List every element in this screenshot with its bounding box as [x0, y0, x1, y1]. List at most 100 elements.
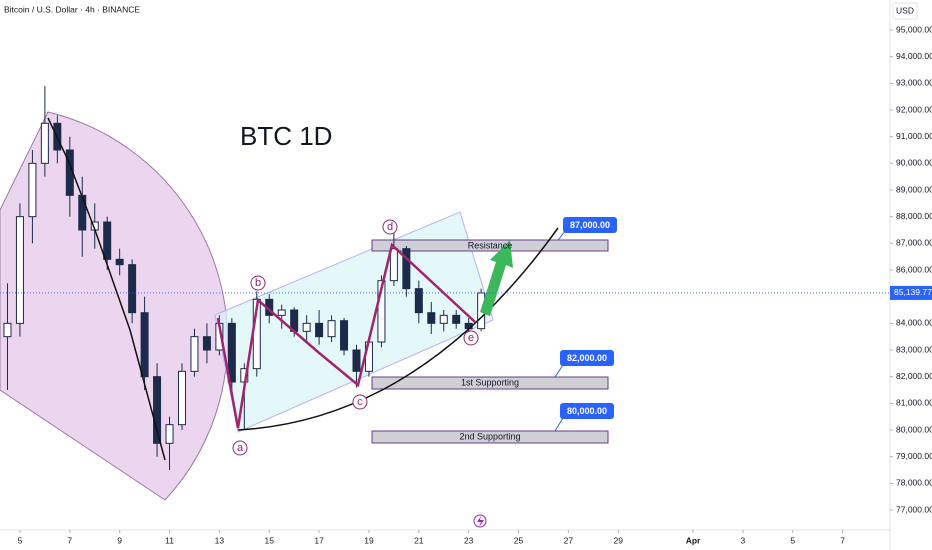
y-tick-label: 84,000.00	[896, 318, 932, 328]
candle-body	[302, 322, 311, 332]
point-marker	[232, 440, 248, 456]
x-tick-label: 23	[464, 535, 474, 545]
chart-title: BTC 1D	[240, 121, 332, 151]
currency: USD	[896, 5, 914, 15]
x-tick-label: 27	[564, 535, 574, 545]
x-tick-label: 9	[117, 535, 122, 545]
x-tick-label: 11	[165, 535, 174, 545]
point-marker	[463, 330, 479, 346]
point-marker	[352, 394, 368, 410]
y-tick-label: 81,000.00	[896, 398, 932, 408]
x-tick-label: 5	[790, 535, 795, 545]
candles	[3, 86, 486, 470]
y-tick-label: 87,000.00	[896, 238, 932, 248]
x-tick-label: 25	[514, 535, 524, 545]
candle-body	[28, 162, 37, 218]
y-tick-label: 92,000.00	[896, 104, 932, 114]
x-tick-label: 3	[741, 535, 746, 545]
point-label: e	[468, 332, 474, 344]
candle-body	[103, 221, 112, 260]
callout-pointer	[554, 417, 564, 432]
y-tick-label: 77,000.00	[896, 504, 932, 514]
y-tick-label: 94,000.00	[896, 51, 932, 61]
candle-body	[327, 320, 336, 338]
candle-body	[352, 349, 361, 372]
y-tick-label: 80,000.00	[896, 424, 932, 434]
callout	[560, 350, 614, 366]
candle-body	[402, 248, 411, 290]
zone-label: 2nd Supporting	[459, 431, 520, 441]
callout-label: 80,000.00	[567, 406, 607, 416]
candle-body	[202, 336, 211, 351]
candle-body	[115, 258, 124, 266]
x-tick-label: Apr	[686, 535, 701, 545]
y-tick-label: 88,000.00	[896, 211, 932, 221]
candle-body	[377, 280, 386, 343]
x-tick-label: 19	[364, 535, 374, 545]
zigzag	[216, 242, 476, 429]
point-label: b	[255, 277, 261, 289]
candle-body	[340, 320, 349, 351]
y-tick-label: 91,000.00	[896, 131, 932, 141]
header: Bitcoin / U.S. Dollar · 4h · BINANCE	[4, 4, 140, 14]
zone-label: Resistance	[468, 240, 513, 250]
candle-body	[128, 264, 137, 314]
candle-body	[227, 322, 236, 383]
event-icon-bolt	[477, 516, 484, 527]
x-tick-label: 13	[215, 535, 225, 545]
candle-body	[165, 424, 174, 444]
point-label: d	[387, 221, 393, 233]
callouts: 87,000.00 82,000.00 80,000.00	[554, 217, 617, 432]
y-tick-label: 83,000.00	[896, 344, 932, 354]
candle-body	[15, 216, 24, 324]
currency-box[interactable]	[892, 2, 918, 20]
y-tick-label: 89,000.00	[896, 184, 932, 194]
x-tick-label: 7	[840, 535, 845, 545]
candle-body	[277, 309, 286, 316]
candle-body	[427, 312, 436, 324]
candle-body	[40, 122, 49, 164]
candle-body	[315, 322, 324, 338]
y-tick-label: 79,000.00	[896, 451, 932, 461]
x-tick-label: 29	[614, 535, 624, 545]
fan-shape	[0, 111, 229, 501]
point-marker	[250, 275, 266, 291]
x-tick-label: 5	[18, 535, 23, 545]
resistance-zone	[371, 239, 609, 252]
callout	[560, 403, 614, 419]
x-tick-label: 15	[265, 535, 275, 545]
candle-body	[3, 322, 12, 338]
support-zone	[371, 376, 609, 390]
trend-line	[47, 117, 166, 461]
x-tick-label: 7	[67, 535, 72, 545]
callout-pointer	[554, 364, 564, 378]
y-tick-label: 90,000.00	[896, 158, 932, 168]
callout	[563, 217, 617, 233]
y-tick-label: 82,000.00	[896, 371, 932, 381]
point-label: a	[237, 442, 244, 454]
x-tick-label: 21	[414, 535, 424, 545]
arrow	[480, 240, 513, 316]
point-labels: a b c d e	[232, 219, 479, 456]
x-tick-label: 17	[314, 535, 324, 545]
candle-body	[140, 312, 149, 378]
zone-label: 1st Supporting	[461, 377, 519, 387]
support-zone	[371, 430, 609, 444]
callout-label: 82,000.00	[567, 353, 607, 363]
candle-body	[153, 376, 162, 444]
candle-body	[439, 314, 448, 324]
last-price-label: 85,139.77	[894, 287, 932, 297]
last-price-box	[890, 285, 932, 300]
callout-label: 87,000.00	[570, 220, 610, 230]
y-tick-label: 86,000.00	[896, 264, 932, 274]
y-tick-label: 93,000.00	[896, 78, 932, 88]
y-tick-label: 95,000.00	[896, 24, 932, 34]
point-marker	[382, 219, 398, 235]
y-tick-label: 78,000.00	[896, 478, 932, 488]
candle-body	[78, 194, 87, 231]
candle-body	[190, 336, 199, 372]
candle-body	[389, 248, 398, 282]
candle-body	[414, 288, 423, 314]
curve	[237, 227, 559, 431]
